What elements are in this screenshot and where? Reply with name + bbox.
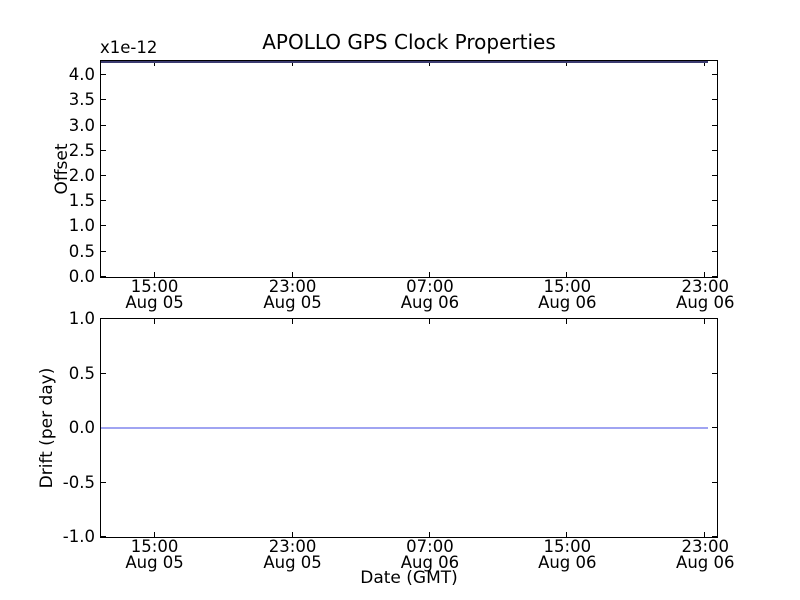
y-tick-mark bbox=[712, 536, 717, 537]
x-tick-mark bbox=[291, 532, 293, 537]
y-tick-mark bbox=[101, 536, 106, 537]
y-tick-mark bbox=[101, 74, 106, 76]
x-tick-mark bbox=[704, 61, 706, 66]
x-tick-mark bbox=[566, 319, 568, 324]
x-tick-label: 15:00 Aug 06 bbox=[519, 278, 615, 312]
y-tick-mark bbox=[712, 225, 717, 227]
x-tick-mark bbox=[566, 61, 568, 66]
y-tick-mark bbox=[712, 200, 717, 202]
y-tick-mark bbox=[712, 99, 717, 101]
y-axis-scale-offset-label: x1e-12 bbox=[100, 38, 158, 57]
x-tick-mark bbox=[428, 61, 430, 66]
y-tick-mark bbox=[712, 318, 717, 319]
x-tick-date: Aug 06 bbox=[676, 553, 735, 572]
x-tick-mark bbox=[153, 272, 155, 277]
x-tick-mark bbox=[428, 272, 430, 277]
x-tick-date: Aug 06 bbox=[400, 293, 460, 312]
x-tick-mark bbox=[428, 532, 430, 537]
y-tick-label: 0.0 bbox=[68, 418, 95, 437]
data-series-line bbox=[101, 427, 708, 429]
y-tick-mark bbox=[712, 175, 717, 177]
x-tick-mark bbox=[291, 319, 293, 324]
x-tick-label: 07:00 Aug 06 bbox=[382, 538, 478, 572]
y-tick-mark bbox=[101, 175, 106, 177]
y-tick-label: 4.0 bbox=[68, 65, 95, 85]
x-tick-mark bbox=[153, 61, 155, 66]
y-tick-mark bbox=[712, 427, 717, 428]
x-tick-date: Aug 05 bbox=[125, 553, 184, 572]
x-tick-mark bbox=[566, 272, 568, 277]
y-tick-label: -1.0 bbox=[62, 527, 95, 546]
y-tick-mark bbox=[101, 225, 106, 227]
y-tick-mark bbox=[101, 200, 106, 202]
y-tick-label: 1.0 bbox=[68, 309, 95, 328]
y-tick-mark bbox=[101, 318, 106, 319]
figure-title: APOLLO GPS Clock Properties bbox=[262, 30, 556, 54]
y-tick-mark bbox=[101, 149, 106, 151]
x-tick-mark bbox=[704, 272, 706, 277]
x-tick-label: 15:00 Aug 05 bbox=[107, 538, 203, 572]
y-tick-mark bbox=[712, 250, 717, 252]
x-tick-mark bbox=[704, 319, 706, 324]
y-tick-label: 3.5 bbox=[68, 90, 95, 110]
x-tick-mark bbox=[153, 532, 155, 537]
y-tick-label: 2.0 bbox=[68, 166, 95, 186]
y-tick-label: 3.0 bbox=[68, 115, 95, 135]
y-tick-mark bbox=[101, 250, 106, 252]
x-tick-label: 15:00 Aug 06 bbox=[519, 538, 615, 572]
y-tick-mark bbox=[101, 276, 106, 277]
x-tick-mark bbox=[566, 532, 568, 537]
y-tick-mark bbox=[712, 124, 717, 126]
x-tick-date: Aug 06 bbox=[676, 293, 735, 312]
y-tick-label: 0.0 bbox=[68, 267, 95, 286]
x-tick-mark bbox=[153, 319, 155, 324]
x-tick-date: Aug 06 bbox=[538, 293, 597, 312]
x-tick-date: Aug 05 bbox=[125, 293, 184, 312]
y-tick-mark bbox=[712, 372, 717, 374]
y-tick-label: 0.5 bbox=[68, 241, 95, 261]
x-tick-mark bbox=[291, 61, 293, 66]
x-tick-label: 07:00 Aug 06 bbox=[382, 278, 478, 312]
x-tick-mark bbox=[428, 319, 430, 324]
offset-plot-area: 4.0 3.5 3.0 2.5 2.0 1.5 1.0 0.5 0.0 15:00 Aug 05 23… bbox=[69, 60, 735, 311]
x-tick-date: Aug 06 bbox=[538, 553, 597, 572]
x-tick-label: 23:00 Aug 06 bbox=[657, 278, 753, 312]
x-tick-date: Aug 05 bbox=[263, 293, 322, 312]
x-tick-label: 23:00 Aug 06 bbox=[657, 538, 753, 572]
x-tick-label: 15:00 Aug 05 bbox=[107, 278, 203, 312]
y-tick-label: 2.5 bbox=[68, 140, 95, 160]
y-tick-label: 0.5 bbox=[68, 363, 95, 383]
y-tick-mark bbox=[712, 149, 717, 151]
y-tick-mark bbox=[712, 276, 717, 277]
data-series-line bbox=[101, 61, 708, 63]
x-axis-label: Date (GMT) bbox=[360, 568, 458, 588]
x-tick-mark bbox=[291, 272, 293, 277]
x-tick-label: 23:00 Aug 05 bbox=[245, 538, 341, 572]
y-tick-label: 1.0 bbox=[68, 216, 95, 236]
drift-plot-area: 1.0 0.5 0.0 -0.5 -1.0 15:00 Aug 05 23:00 Aug 05 0… bbox=[63, 309, 735, 571]
x-tick-label: 23:00 Aug 05 bbox=[245, 278, 341, 312]
y-tick-mark bbox=[101, 372, 106, 374]
x-tick-mark bbox=[704, 532, 706, 537]
y-tick-label: 1.5 bbox=[68, 191, 95, 211]
y-tick-mark bbox=[101, 124, 106, 126]
x-tick-date: Aug 06 bbox=[400, 553, 460, 572]
y-tick-mark bbox=[712, 481, 717, 483]
y-tick-label: -0.5 bbox=[62, 472, 95, 492]
y-tick-mark bbox=[101, 481, 106, 483]
x-tick-date: Aug 05 bbox=[263, 553, 322, 572]
y-tick-mark bbox=[712, 74, 717, 76]
y-tick-mark bbox=[101, 99, 106, 101]
